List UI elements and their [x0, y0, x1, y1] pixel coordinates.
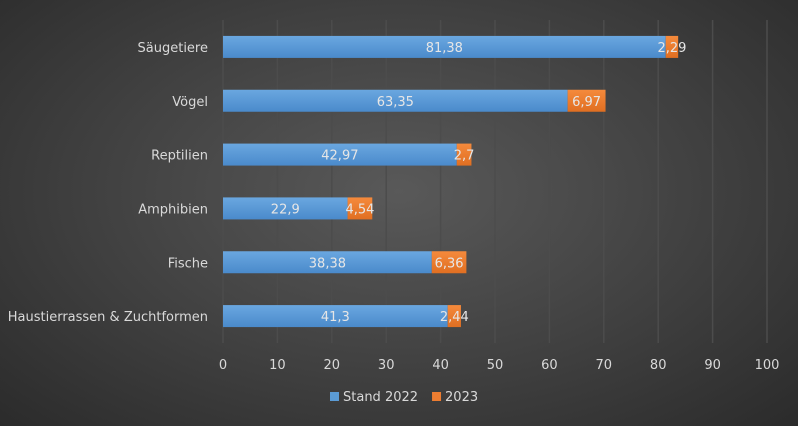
- bar-2023: [431, 251, 467, 274]
- bar-2023: [567, 89, 606, 112]
- bar-stand-2022: [223, 143, 457, 166]
- x-tick-label: 70: [596, 358, 613, 373]
- bar-stand-2022: [223, 251, 432, 274]
- x-tick-label: 0: [219, 358, 227, 373]
- x-tick-label: 100: [755, 358, 780, 373]
- data-label: 41,3: [321, 310, 350, 325]
- bar-2023: [665, 35, 679, 58]
- x-tick-label: 10: [269, 358, 286, 373]
- x-tick-label: 40: [432, 358, 449, 373]
- x-tick-label: 80: [650, 358, 667, 373]
- category-label: Fische: [168, 256, 208, 271]
- x-tick-label: 60: [541, 358, 558, 373]
- legend-label: 2023: [445, 390, 478, 405]
- legend-label: Stand 2022: [343, 390, 418, 405]
- x-tick-label: 20: [324, 358, 341, 373]
- category-label: Haustierrassen & Zuchtformen: [8, 310, 208, 325]
- data-label: 63,35: [377, 95, 414, 110]
- x-tick-label: 30: [378, 358, 395, 373]
- data-label: 2,7: [454, 149, 475, 164]
- bar-2023: [447, 305, 461, 328]
- data-label: 2,29: [657, 41, 686, 56]
- legend-swatch: [330, 392, 339, 401]
- data-label: 4,54: [345, 202, 374, 217]
- category-label: Säugetiere: [138, 41, 208, 56]
- category-label: Amphibien: [138, 202, 208, 217]
- bar-2023: [347, 197, 373, 220]
- data-label: 6,97: [572, 95, 601, 110]
- category-label: Reptilien: [151, 149, 208, 164]
- data-label: 6,36: [435, 256, 464, 271]
- data-label: 38,38: [309, 256, 346, 271]
- x-tick-label: 90: [704, 358, 721, 373]
- data-label: 22,9: [271, 202, 300, 217]
- bar-stand-2022: [223, 197, 348, 220]
- bar-2023: [456, 143, 472, 166]
- data-label: 42,97: [321, 149, 358, 164]
- bar-stand-2022: [223, 89, 568, 112]
- category-label: Vögel: [172, 95, 208, 110]
- data-label: 2,44: [440, 310, 469, 325]
- data-label: 81,38: [426, 41, 463, 56]
- legend-swatch: [432, 392, 442, 401]
- bar-stand-2022: [223, 35, 666, 58]
- bar-stand-2022: [223, 305, 448, 328]
- x-tick-label: 50: [487, 358, 504, 373]
